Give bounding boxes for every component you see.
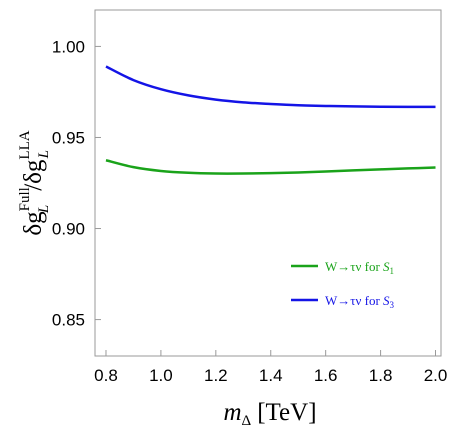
legend: W→τν for S1 W→τν for S3: [291, 259, 395, 310]
x-tick-label: 1.2: [204, 366, 228, 385]
x-axis-ticks: 0.8 1.0 1.2 1.4 1.6 1.8 2.0: [94, 350, 447, 385]
x-tick-label: 1.0: [149, 366, 173, 385]
y-tick-label: 1.00: [52, 37, 85, 56]
x-tick-label: 1.6: [314, 366, 338, 385]
y-tick-label: 0.85: [52, 311, 85, 330]
plot-frame: [94, 9, 442, 357]
x-tick-label: 1.4: [259, 366, 283, 385]
x-tick-label: 2.0: [424, 366, 448, 385]
y-axis-title: δgFull L/δgLLA L: [17, 130, 52, 235]
x-tick-label: 0.8: [94, 366, 118, 385]
x-axis-title: mΔ [TeV]: [223, 399, 316, 429]
y-axis-ticks: 0.85 0.90 0.95 1.00: [52, 37, 101, 330]
legend-label-s1: W→τν for S1: [325, 259, 394, 276]
y-tick-label: 0.95: [52, 128, 85, 147]
y-tick-label: 0.90: [52, 220, 85, 239]
series-line-s3: [105, 65, 436, 109]
series-lines: [105, 65, 436, 175]
legend-label-s3: W→τν for S3: [325, 293, 395, 310]
x-tick-label: 1.8: [369, 366, 393, 385]
series-line-s1: [105, 159, 436, 175]
